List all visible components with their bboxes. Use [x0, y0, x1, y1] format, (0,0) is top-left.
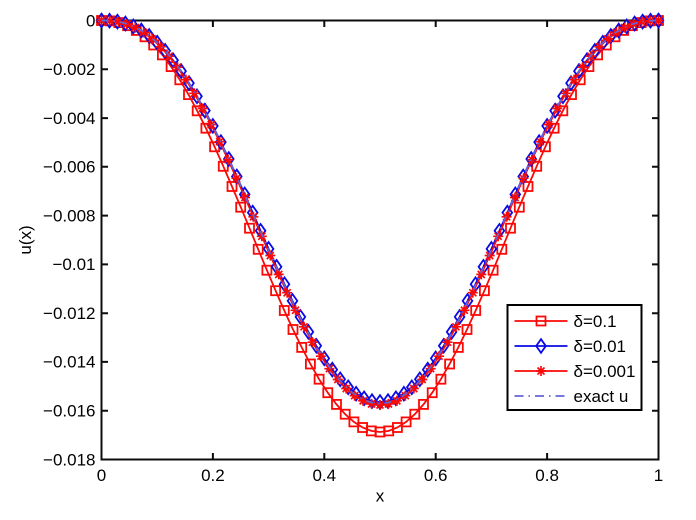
- svg-text:−0.002: −0.002: [43, 60, 95, 79]
- svg-text:−0.012: −0.012: [43, 304, 95, 323]
- svg-text:0.6: 0.6: [424, 466, 448, 485]
- svg-text:−0.01: −0.01: [52, 255, 95, 274]
- svg-text:−0.018: −0.018: [43, 450, 95, 469]
- svg-text:0: 0: [97, 466, 106, 485]
- svg-text:−0.004: −0.004: [43, 109, 95, 128]
- svg-text:exact u: exact u: [574, 387, 629, 406]
- svg-text:δ=0.001: δ=0.001: [574, 362, 636, 381]
- svg-text:−0.016: −0.016: [43, 402, 95, 421]
- svg-text:δ=0.01: δ=0.01: [574, 337, 626, 356]
- svg-text:0.4: 0.4: [312, 466, 336, 485]
- svg-text:u(x): u(x): [16, 225, 35, 254]
- svg-text:−0.006: −0.006: [43, 158, 95, 177]
- svg-text:0.2: 0.2: [201, 466, 225, 485]
- svg-text:−0.014: −0.014: [43, 353, 95, 372]
- svg-text:−0.008: −0.008: [43, 206, 95, 225]
- svg-text:0: 0: [86, 11, 95, 30]
- svg-text:1: 1: [654, 466, 663, 485]
- svg-text:0.8: 0.8: [535, 466, 559, 485]
- svg-text:δ=0.1: δ=0.1: [574, 312, 617, 331]
- svg-text:x: x: [376, 487, 385, 506]
